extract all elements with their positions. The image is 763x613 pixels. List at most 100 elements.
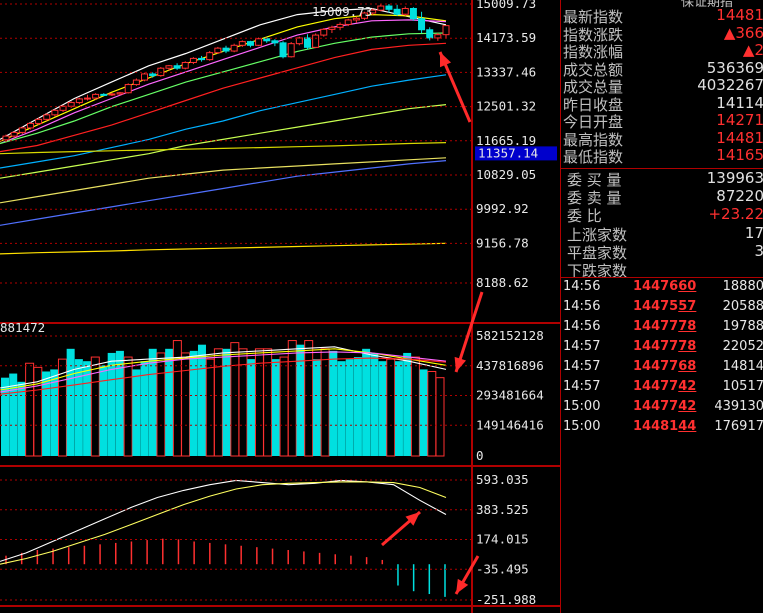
- candle-body: [303, 37, 311, 48]
- stat-value: 14481: [716, 128, 763, 147]
- tick-time: 14:57: [563, 339, 601, 354]
- stat-row: 成交总量 4032267: [561, 76, 763, 96]
- volume-bar: [107, 352, 116, 456]
- volume-bar: [165, 348, 174, 456]
- candle-body: [361, 12, 369, 19]
- volume-bar: [132, 369, 141, 456]
- stat-label: 指数涨幅: [563, 43, 624, 61]
- tick-row: 15:00 1448144 176917: [561, 419, 763, 437]
- volume-bar: [386, 358, 396, 457]
- candle-body: [83, 97, 91, 100]
- volume-bar: [394, 361, 403, 456]
- annotation-arrowhead: [454, 356, 467, 372]
- stat-label: 最低指数: [563, 148, 624, 166]
- volume-bar: [33, 366, 43, 457]
- stat-value: 14271: [716, 111, 763, 129]
- tick-price: 1447768: [633, 359, 697, 374]
- tick-volume: 439130: [714, 399, 763, 414]
- price-ma-line: [0, 104, 447, 179]
- volume-bar: [362, 348, 371, 456]
- stat-value: 536369: [706, 58, 763, 77]
- macd-tick-label: -251.988: [476, 592, 536, 607]
- tick-time: 14:56: [563, 299, 601, 314]
- volume-bar: [90, 356, 100, 457]
- volume-panel: [0, 340, 447, 457]
- volume-bar: [140, 361, 149, 456]
- volume-bar: [263, 348, 273, 457]
- candle-body: [442, 25, 450, 36]
- tick-row: 15:00 1447742 439130: [561, 399, 763, 417]
- volume-tick-label: 0: [476, 448, 484, 463]
- price-tick-label: 13337.46: [476, 64, 536, 79]
- macd-tick-label: 593.035: [476, 472, 529, 487]
- tick-time: 15:00: [563, 419, 601, 434]
- macd-tick-label: 383.525: [476, 502, 529, 517]
- stat-row: 最低指数 14165: [561, 146, 763, 166]
- stat-value: 87220: [716, 187, 763, 206]
- stat-row: 委 比 +23.22: [561, 205, 763, 226]
- candle-body: [141, 73, 149, 81]
- volume-ma-line: [0, 351, 447, 393]
- volume-bar: [353, 357, 362, 456]
- price-ma-line: [0, 142, 447, 155]
- price-panel: [0, 4, 450, 255]
- tick-price: 1448144: [633, 419, 697, 434]
- stat-label: 委 比: [567, 207, 602, 226]
- stat-label: 最新指数: [563, 8, 624, 26]
- stat-value: ▲366: [723, 23, 763, 42]
- candle-body: [35, 118, 43, 124]
- stat-label: 成交总量: [563, 78, 624, 96]
- volume-bar: [427, 370, 437, 457]
- volume-tick-label: 437816896: [476, 358, 544, 373]
- price-tag-box: [475, 146, 557, 161]
- stat-row: 下跌家数: [561, 260, 763, 280]
- macd-tick-label: 174.015: [476, 532, 529, 547]
- annotation-arrowhead: [440, 52, 452, 68]
- candle-body: [344, 19, 352, 25]
- stat-label: 最高指数: [563, 130, 624, 149]
- candle-body: [377, 5, 385, 11]
- tick-volume: 20588: [722, 299, 763, 314]
- stat-label: 成交总额: [563, 60, 624, 79]
- stat-row: 委 卖 量 87220: [561, 187, 763, 207]
- candle-body: [409, 7, 417, 20]
- annotation-arrowhead: [456, 578, 469, 594]
- main-chart: 15009.73 14173.59 13337.46 12501.32 11665.19…: [0, 0, 560, 613]
- stat-label: 今日开盘: [563, 113, 624, 131]
- price-ma-line: [0, 157, 447, 204]
- volume-bar: [320, 348, 330, 457]
- candle-body: [26, 122, 34, 129]
- volume-tick-label: 293481664: [476, 388, 544, 403]
- price-tick-label: 9992.92: [476, 201, 529, 216]
- candle-body: [18, 127, 26, 133]
- divider: [561, 168, 763, 169]
- tick-row: 14:56 1447778 19788: [561, 319, 763, 337]
- candle-body: [352, 17, 360, 21]
- candle-body: [401, 7, 409, 15]
- candle-body: [198, 57, 206, 61]
- volume-bar: [189, 350, 198, 456]
- tick-price: 1447778: [633, 319, 697, 334]
- volume-bar: [50, 369, 59, 456]
- candle-body: [2, 135, 10, 141]
- volume-bar: [123, 356, 133, 457]
- candle-body: [116, 92, 124, 95]
- volume-bar: [115, 350, 124, 456]
- volume-bar: [329, 350, 338, 456]
- volume-bar: [42, 371, 51, 456]
- candle-body: [418, 18, 426, 31]
- volume-bar: [312, 359, 321, 456]
- volume-bar: [254, 348, 264, 457]
- volume-bar: [83, 361, 92, 456]
- volume-bar: [99, 365, 108, 456]
- tick-price: 1447778: [633, 339, 697, 354]
- candle-body: [92, 93, 100, 99]
- price-tick-label: 12501.32: [476, 99, 536, 114]
- candle-body: [59, 105, 67, 111]
- tick-volume: 176917: [714, 419, 763, 434]
- volume-bar: [403, 352, 412, 456]
- volume-bar: [148, 348, 157, 456]
- tick-volume: 19788: [722, 319, 763, 334]
- price-ma-line: [0, 242, 447, 255]
- tick-volume: 10517: [722, 379, 763, 394]
